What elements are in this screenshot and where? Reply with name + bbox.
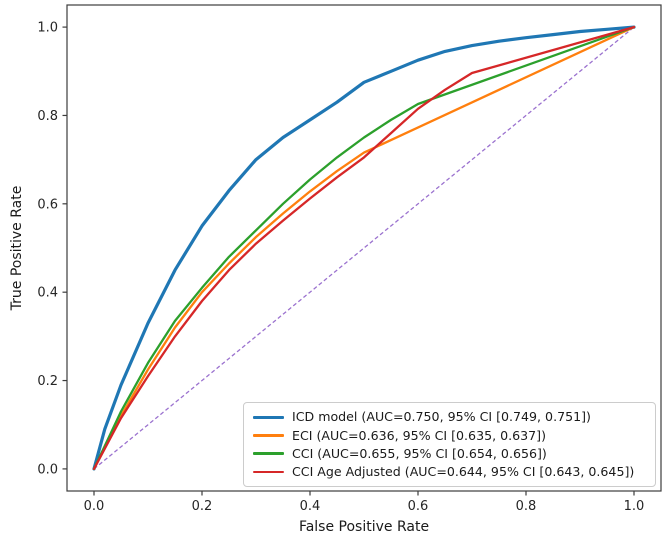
roc-curve-cci-age-adjusted <box>92 25 636 471</box>
y-tick-label: 0.0 <box>37 462 58 477</box>
x-tick-label: 0.4 <box>300 499 321 514</box>
chance-diagonal-line <box>93 26 635 470</box>
legend-item-icd-model: ICD model (AUC=0.750, 95% CI [0.749, 0.7… <box>253 409 646 425</box>
y-tick-label: 0.2 <box>37 374 58 389</box>
legend: ICD model (AUC=0.750, 95% CI [0.749, 0.7… <box>243 402 656 487</box>
roc-curve-cci <box>92 25 636 471</box>
x-tick-label: 1.0 <box>624 499 645 514</box>
y-tick-label: 0.6 <box>37 197 58 212</box>
axes-frame <box>66 4 662 492</box>
x-tick-label: 0.8 <box>516 499 537 514</box>
curves-layer <box>92 25 636 471</box>
legend-label-icd-model: ICD model (AUC=0.750, 95% CI [0.749, 0.7… <box>292 409 591 425</box>
legend-line-icd-model <box>253 415 284 419</box>
x-tick-label: 0.2 <box>192 499 213 514</box>
y-tick-label: 1.0 <box>37 21 58 36</box>
x-tick-label: 0.6 <box>408 499 429 514</box>
roc-curve-eci <box>92 25 636 471</box>
x-tick-label: 0.0 <box>84 499 105 514</box>
legend-item-cci-age-adjusted: CCI Age Adjusted (AUC=0.644, 95% CI [0.6… <box>253 464 646 480</box>
legend-line-cci <box>253 452 284 455</box>
legend-label-eci: ECI (AUC=0.636, 95% CI [0.635, 0.637]) <box>292 427 546 443</box>
legend-item-eci: ECI (AUC=0.636, 95% CI [0.635, 0.637]) <box>253 428 646 444</box>
legend-label-cci: CCI (AUC=0.655, 95% CI [0.654, 0.656]) <box>292 445 547 461</box>
y-axis-label: True Positive Rate <box>9 186 25 312</box>
ticks-layer: 0.0 0.2 0.4 0.6 0.8 1.0 0.0 0.2 0.4 0.6 0.8 1.0 <box>37 21 644 514</box>
y-tick-label: 0.4 <box>37 286 58 301</box>
legend-line-eci <box>253 434 284 437</box>
roc-curve-icd-model <box>92 25 636 471</box>
legend-label-cci-age-adjusted: CCI Age Adjusted (AUC=0.644, 95% CI [0.6… <box>292 464 635 479</box>
legend-item-cci: CCI (AUC=0.655, 95% CI [0.654, 0.656]) <box>253 446 646 462</box>
x-axis-label: False Positive Rate <box>299 519 429 535</box>
legend-line-cci-age-adjusted <box>253 470 284 474</box>
y-tick-label: 0.8 <box>37 109 58 124</box>
